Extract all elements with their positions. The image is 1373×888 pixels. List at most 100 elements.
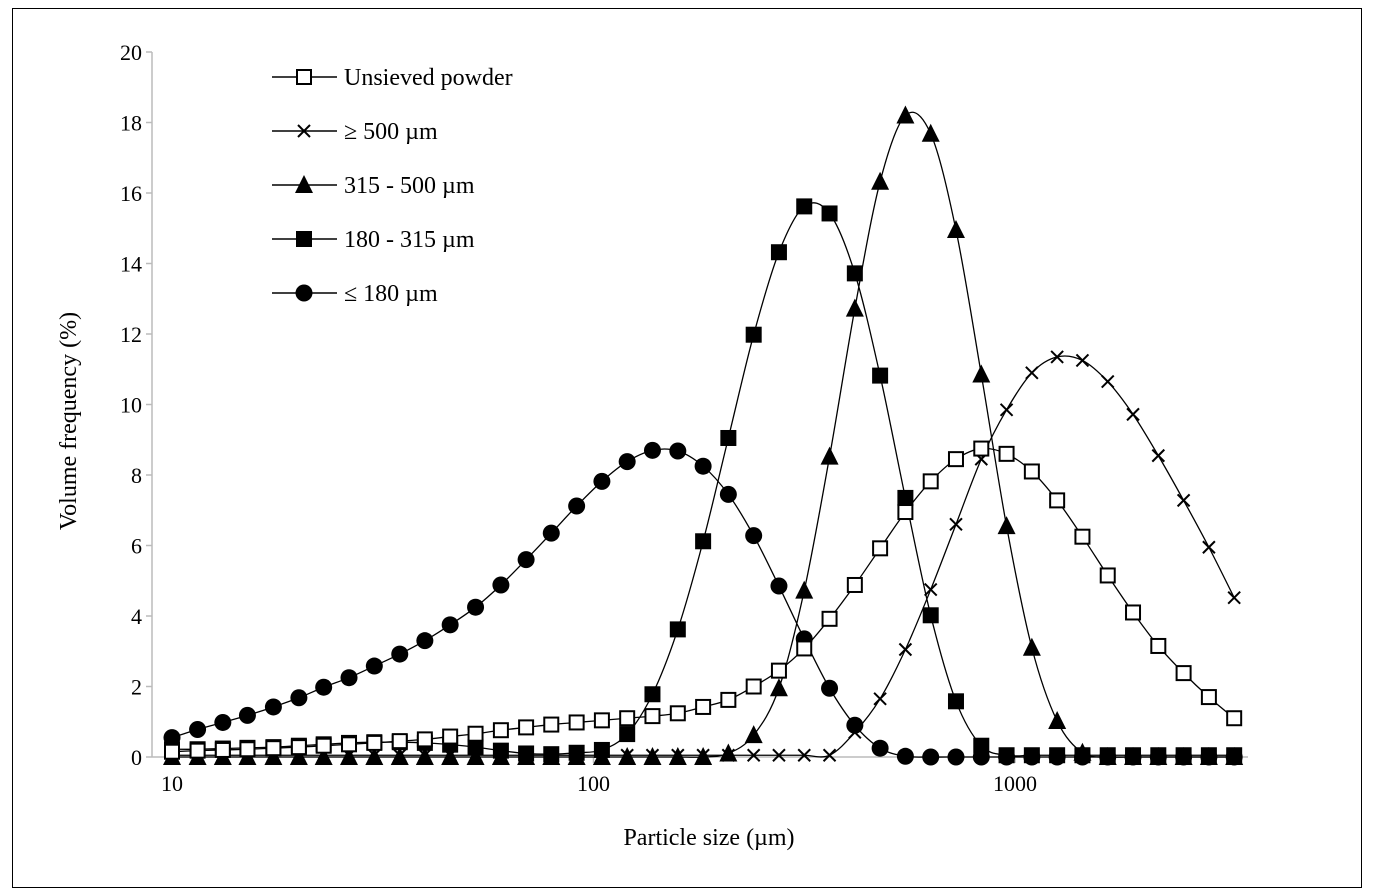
data-point — [620, 748, 634, 762]
data-point — [416, 632, 434, 650]
data-point — [696, 748, 710, 762]
data-point — [290, 739, 307, 756]
data-point — [1202, 540, 1216, 554]
data-point — [391, 645, 409, 663]
y-axis-title: Volume frequency (%) — [56, 312, 82, 530]
data-point — [796, 198, 813, 215]
data-point — [1149, 747, 1168, 765]
legend-marker — [295, 175, 313, 193]
data-point — [1125, 604, 1142, 621]
data-point — [873, 692, 887, 706]
data-point — [315, 737, 332, 754]
data-point — [922, 607, 939, 624]
data-point — [947, 748, 965, 766]
y-tick-label: 20 — [120, 40, 142, 65]
data-point — [1099, 567, 1116, 584]
data-point — [595, 748, 609, 762]
data-point — [593, 472, 611, 490]
data-point — [871, 171, 890, 190]
data-point — [1048, 711, 1067, 730]
data-point — [999, 403, 1014, 417]
data-point — [1226, 710, 1243, 727]
data-point — [1075, 353, 1090, 368]
data-point — [542, 524, 560, 542]
data-point — [1150, 637, 1167, 654]
data-point — [744, 725, 763, 744]
data-point — [518, 719, 535, 736]
legend-item-4: ≤ 180 µm — [272, 281, 438, 307]
data-point — [1126, 407, 1140, 422]
data-point — [896, 747, 914, 765]
data-point — [619, 710, 636, 727]
y-tick-label: 8 — [131, 463, 142, 488]
data-point — [1049, 747, 1066, 764]
y-tick-label: 4 — [131, 604, 142, 629]
data-point — [543, 716, 560, 733]
data-point — [897, 504, 914, 521]
data-point — [568, 714, 585, 731]
y-tick-label: 6 — [131, 534, 142, 559]
data-point — [643, 441, 661, 459]
data-point — [265, 740, 282, 757]
data-point — [719, 485, 737, 503]
data-point — [189, 742, 206, 759]
data-point — [619, 726, 636, 743]
legend-label: Unsieved powder — [344, 65, 513, 91]
legend: Unsieved powder ≥ 500 µm 315 - 500 µm 180 -… — [272, 65, 513, 307]
data-point — [315, 678, 333, 696]
series-3 — [164, 198, 1243, 764]
data-point — [745, 678, 762, 695]
data-point — [973, 440, 990, 457]
data-point — [997, 516, 1016, 535]
data-point — [441, 616, 459, 634]
data-point — [519, 748, 533, 762]
data-point — [946, 220, 965, 239]
data-point — [745, 326, 762, 343]
x-axis-title: Particle size (µm) — [623, 825, 794, 851]
data-point — [695, 533, 712, 550]
legend-marker — [295, 284, 313, 302]
data-point — [618, 453, 636, 471]
y-tick-label: 18 — [120, 111, 142, 136]
data-point — [973, 737, 990, 754]
data-point — [845, 298, 864, 317]
data-point — [645, 748, 660, 762]
data-point — [821, 610, 838, 627]
data-point — [1074, 528, 1091, 545]
legend-item-2: 315 - 500 µm — [272, 173, 475, 199]
data-point — [418, 748, 432, 762]
data-point — [848, 725, 862, 740]
data-point — [922, 473, 939, 490]
data-point — [365, 657, 383, 675]
data-point — [492, 576, 510, 594]
data-point — [669, 621, 686, 638]
data-point — [770, 244, 787, 261]
data-point — [898, 642, 913, 657]
data-point — [340, 669, 358, 687]
data-point — [593, 712, 610, 729]
data-point — [820, 446, 839, 465]
data-point — [416, 731, 433, 748]
data-point — [1073, 742, 1092, 761]
data-point — [669, 705, 686, 722]
data-point — [872, 540, 889, 557]
data-point — [769, 678, 788, 697]
data-point — [341, 736, 358, 753]
data-point — [443, 748, 457, 762]
y-tick-label: 0 — [131, 745, 142, 770]
data-point — [821, 679, 839, 697]
series-line — [172, 111, 1235, 758]
data-point — [896, 105, 915, 124]
data-point — [998, 445, 1015, 462]
data-point — [770, 577, 788, 595]
series-0 — [164, 440, 1243, 760]
data-point — [494, 748, 508, 762]
data-point — [897, 489, 914, 506]
data-point — [872, 367, 889, 384]
y-tick-label: 12 — [120, 322, 142, 347]
data-point — [1176, 493, 1191, 508]
data-point — [921, 123, 940, 142]
x-tick-label: 10 — [161, 771, 183, 796]
data-point — [492, 722, 509, 739]
